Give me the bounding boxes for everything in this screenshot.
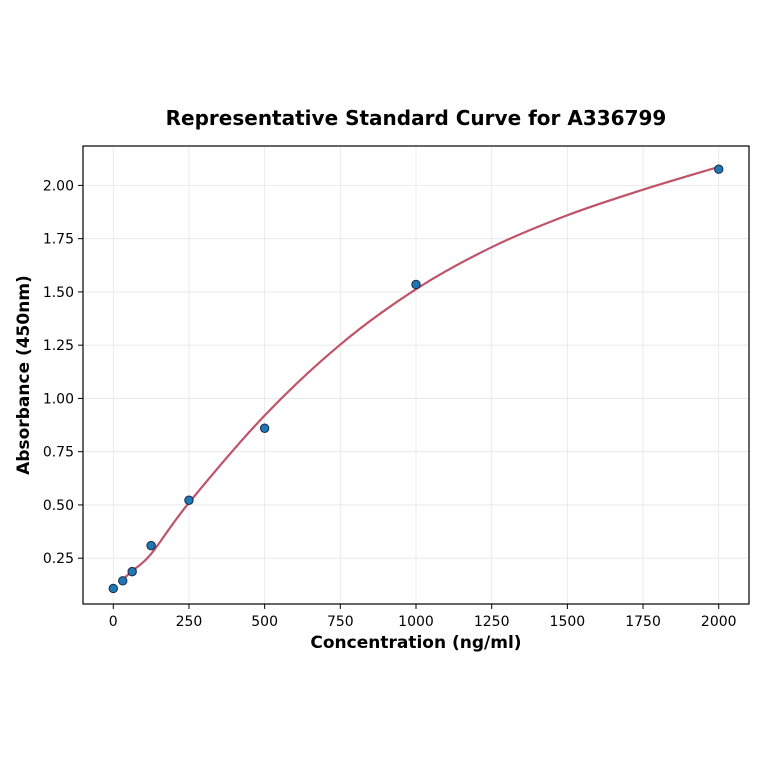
data-point [411,279,421,290]
x-tick-label: 750 [327,614,354,630]
chart-title: Representative Standard Curve for A33679… [166,106,667,130]
x-axis-label: Concentration (ng/ml) [310,633,521,653]
grid [83,146,749,604]
x-axis-ticks: 0 250 500 750 1000 1250 1500 1750 2000 [109,604,737,630]
data-point [127,566,137,577]
data-point [108,583,118,594]
fit-curve [121,165,720,581]
y-tick-label: 1.25 [43,338,74,354]
data-point [714,164,724,174]
y-tick-label: 1.50 [43,285,74,301]
fit-curve-group [121,165,720,581]
x-tick-label: 1000 [398,614,434,630]
x-tick-label: 2000 [701,614,737,630]
data-point [146,540,156,551]
y-tick-label: 2.00 [43,178,74,194]
y-tick-label: 1.00 [43,391,74,407]
y-tick-label: 0.25 [43,551,74,567]
x-tick-label: 0 [109,614,118,630]
data-point [184,495,194,505]
x-tick-label: 1250 [474,614,510,630]
y-tick-label: 0.75 [43,445,74,461]
x-tick-label: 250 [176,614,203,630]
x-tick-label: 1500 [550,614,586,630]
data-point [118,576,128,586]
x-tick-label: 500 [251,614,278,630]
x-tick-label: 1750 [625,614,661,630]
y-tick-label: 0.50 [43,498,74,514]
data-point [259,423,270,433]
data-points [108,164,724,594]
y-tick-label: 1.75 [43,232,74,248]
y-axis-ticks: 0.25 0.50 0.75 1.00 1.25 1.50 1.75 2.00 [43,178,83,567]
y-axis-label: Absorbance (450nm) [14,275,34,475]
